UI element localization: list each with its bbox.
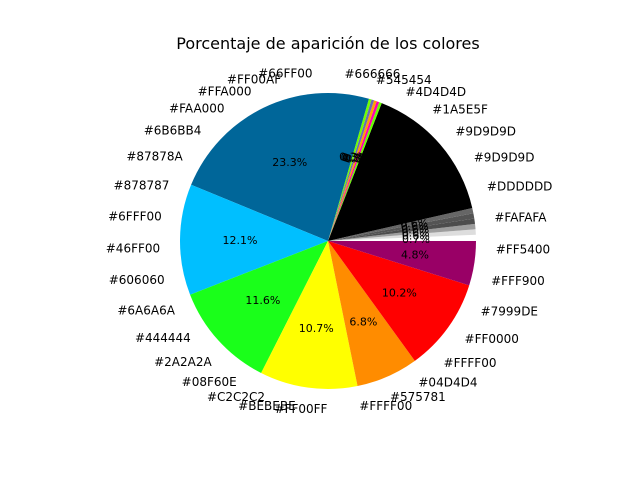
pie-slice [328, 241, 476, 286]
slice-color-label: #666666 [345, 67, 401, 81]
pie-slice [328, 103, 473, 242]
slice-color-label: #FFA000 [198, 84, 252, 98]
slice-percent-label: 0.7% [402, 233, 430, 246]
pie-slice [180, 184, 328, 295]
slice-percent-label: 23.3% [272, 156, 307, 169]
slice-color-label: #9D9D9D [474, 150, 535, 164]
slice-color-label: #FF00FF [275, 402, 328, 416]
slice-color-label: #DDDDDD [487, 180, 553, 194]
pie-slice [328, 100, 377, 241]
pie-slice [328, 102, 382, 241]
slice-color-label: #FF0000 [465, 332, 519, 346]
slice-color-label: #6A6A6A [117, 303, 175, 317]
slice-percent-label: 0.3% [339, 151, 367, 164]
slice-color-label: #1A5E5F [432, 102, 488, 116]
chart-title: Porcentaje de aparición de los colores [176, 34, 479, 53]
slice-color-label: #FFFF00 [359, 399, 412, 413]
pie-slice [328, 99, 375, 241]
slice-color-label: #FF5400 [496, 243, 550, 257]
pie-slice [191, 93, 369, 241]
pie-slice [328, 223, 476, 241]
slice-color-label: #87878A [126, 150, 183, 164]
pie-slice [328, 229, 476, 241]
pie-slice [328, 207, 474, 241]
pie-slice [190, 241, 328, 374]
slice-color-label: #9D9D9D [455, 124, 516, 138]
slice-percent-label: 0.3% [342, 152, 370, 165]
slice-percent-label: 0.6% [401, 220, 429, 233]
slice-color-label: #66FF00 [258, 67, 312, 81]
pie-slice [328, 218, 476, 241]
slice-percent-label: 0.3% [341, 151, 369, 164]
slice-percentages: 0.7%0.6%0.6%0.6%0.6%0.6%15.5%0.3%0.3%0.3… [223, 151, 430, 336]
slice-color-label: #545454 [376, 73, 432, 87]
slice-color-label: #606060 [109, 273, 165, 287]
slice-color-label: #575781 [390, 390, 446, 404]
slice-percent-label: 0.6% [402, 230, 430, 243]
slice-percent-label: 0.3% [344, 152, 372, 165]
slice-percent-label: 0.3% [345, 153, 373, 166]
pie-slice [328, 234, 476, 241]
slice-color-label: #6B6BB4 [144, 124, 202, 138]
slice-percent-label: 0.6% [400, 217, 428, 230]
slice-color-label: #BEBEBE [238, 399, 296, 413]
slice-percent-label: 0.6% [401, 223, 429, 236]
slice-percent-label: 11.6% [245, 294, 280, 307]
slice-percent-label: 15.5% [377, 177, 412, 190]
slice-percent-label: 10.7% [299, 322, 334, 335]
slice-percent-label: 10.2% [382, 286, 417, 299]
slice-color-label: #444444 [135, 331, 191, 345]
slice-color-label: #7999DE [481, 304, 538, 318]
pie-slice [328, 98, 372, 241]
slice-percent-label: 6.8% [349, 316, 377, 329]
slice-color-label: #878787 [114, 179, 170, 193]
slice-color-label: #46FF00 [106, 241, 160, 255]
slice-percent-label: 0.6% [402, 226, 430, 239]
pie-slice [261, 241, 358, 389]
slice-color-label: #FF00AF [227, 73, 281, 87]
slice-percent-label: 12.1% [223, 234, 258, 247]
pie-slice [328, 241, 415, 387]
slice-color-label: #FFF900 [491, 274, 545, 288]
slice-color-label: #08F60E [182, 375, 237, 389]
pie-slice [328, 101, 380, 241]
slice-color-label: #FAA000 [169, 102, 225, 116]
slice-color-label: #C2C2C2 [207, 390, 265, 404]
slice-color-label: #4D4D4D [405, 85, 466, 99]
slice-color-label: #FAFAFA [494, 211, 547, 225]
slice-color-label: #FFFF00 [444, 356, 497, 370]
slice-labels: #FAFAFA #DDDDDD #9D9D9D #9D9D9D #1A5E5F #4D4D… [106, 67, 553, 416]
slice-color-label: #04D4D4 [418, 376, 477, 390]
pie-slice [328, 213, 475, 241]
slice-color-label: #2A2A2A [154, 355, 212, 369]
pie-slices [180, 93, 476, 389]
slice-percent-label: 4.8% [401, 248, 429, 261]
slice-color-label: #6FFF00 [108, 210, 162, 224]
pie-slice [328, 241, 470, 361]
